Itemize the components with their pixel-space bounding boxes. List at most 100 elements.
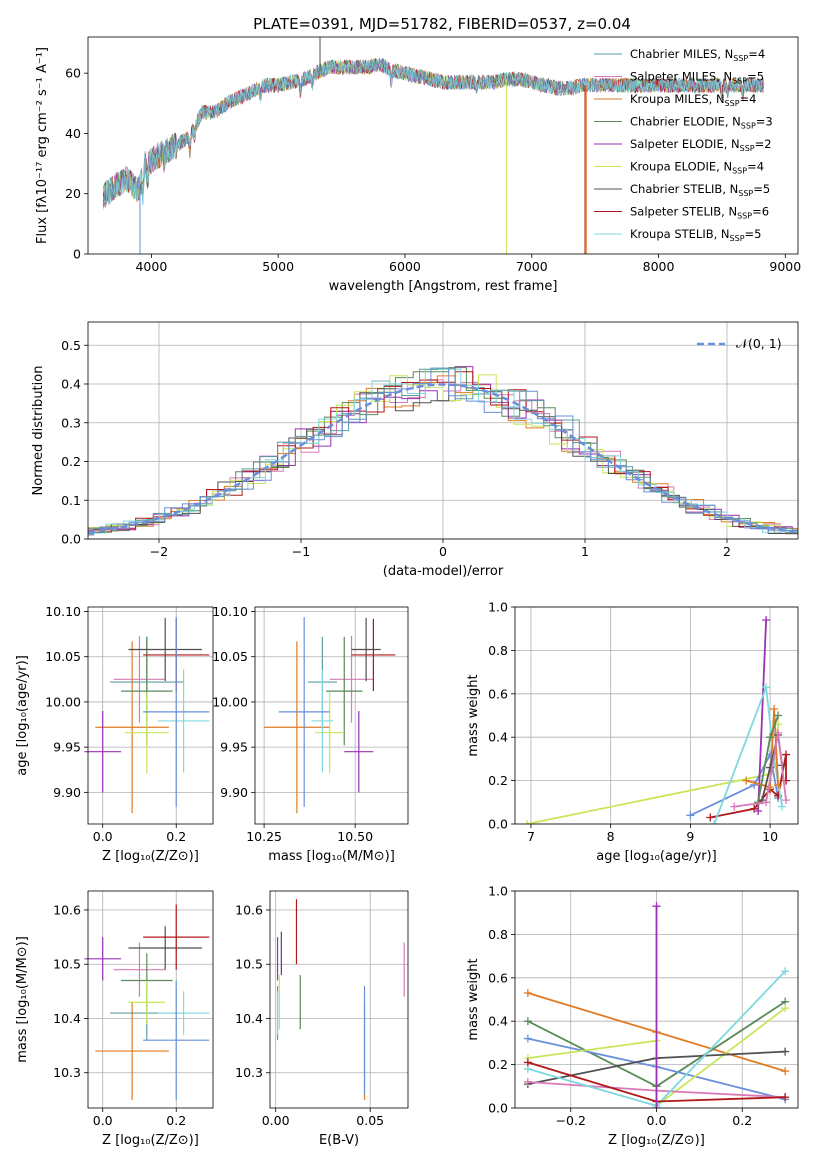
weight-marker [774, 728, 783, 737]
weight-marker [781, 1047, 790, 1056]
y-tick-label: 0 [73, 247, 81, 262]
errorbar-point [84, 710, 122, 793]
weight-series-line [526, 724, 779, 824]
weight-vs-age-frame: 7 8 9 10 0.0 0.2 0.4 0.6 0.8 1.0 age [log₁₀(age/yr… [466, 600, 799, 864]
legend-label: Kroupa ELODIE, NSSP=4 [630, 160, 764, 176]
y-axis-label: Flux [fλ10⁻¹⁷ erg cm⁻² s⁻¹ A⁻¹] [35, 47, 50, 244]
y-tick-label: 9.95 [53, 740, 81, 755]
errorbar-point [128, 926, 202, 970]
y-tick-label: 9.90 [220, 785, 248, 800]
x-tick-label: 4000 [135, 259, 167, 274]
y-tick-label: 10.6 [235, 902, 263, 917]
x-axis-label: Z [log₁₀(Z/Z⊙)] [608, 1133, 705, 1148]
weight-marker [754, 806, 763, 815]
y-tick-label: 60 [65, 66, 81, 81]
weight-marker [523, 1058, 532, 1067]
y-tick-label: 20 [65, 186, 81, 201]
weight-marker [706, 813, 715, 822]
errorbar-point [143, 904, 210, 970]
weight-marker [782, 796, 791, 805]
axes-frame [254, 606, 409, 825]
x-tick-label: 8 [607, 829, 615, 844]
y-tick-label: 0.6 [488, 686, 508, 701]
y-tick-label: 0.3 [61, 415, 81, 430]
mass-vs-z-frame: 0.0 0.2 10.3 10.4 10.5 10.6 Z [log₁₀(Z/Z⊙)] mas… [15, 890, 214, 1148]
y-tick-label: 10.10 [212, 604, 248, 619]
y-tick-label: 0.0 [488, 817, 508, 832]
y-tick-label: 10.00 [45, 694, 81, 709]
errorbar-point [95, 641, 169, 814]
spectrum-series [102, 57, 764, 205]
spectrum-plot [102, 37, 764, 254]
x-axis-label: Z [log₁₀(Z/Z⊙)] [102, 1133, 199, 1148]
x-tick-label: 5000 [262, 259, 294, 274]
legend-label: Kroupa MILES, NSSP=4 [630, 92, 756, 108]
y-tick-label: 0.2 [61, 454, 81, 469]
x-tick-label: 0.2 [166, 829, 186, 844]
weight-series-line [710, 754, 787, 819]
errorbar-point [143, 980, 210, 1100]
residuals-legend: 𝒩(0, 1) [697, 336, 782, 351]
legend-label: Chabrier ELODIE, NSSP=3 [630, 115, 773, 131]
x-tick-label: 9 [686, 829, 694, 844]
residuals-plot [88, 366, 798, 537]
age-vs-z-axes [88, 607, 213, 824]
errorbar-point [278, 616, 330, 807]
mass-vs-z-points [84, 904, 210, 1100]
weight-marker [766, 733, 775, 742]
errorbar-point [351, 617, 381, 682]
age-vs-mass-frame: 10.25 10.50 9.90 9.95 10.00 10.05 10.10 mass [l… [212, 604, 409, 864]
x-tick-label: 0 [439, 544, 447, 559]
weight-marker [762, 798, 771, 807]
errorbar-point [95, 1002, 169, 1100]
weight-marker [762, 616, 771, 625]
legend-label: Salpeter ELODIE, NSSP=2 [630, 137, 772, 153]
axes-frame [269, 890, 409, 1109]
weight-marker [781, 1093, 790, 1102]
legend-label: Kroupa STELIB, NSSP=5 [630, 227, 761, 243]
spectrum-series [102, 58, 764, 206]
y-tick-label: 0.4 [488, 730, 508, 745]
figure-title: PLATE=0391, MJD=51782, FIBERID=0537, z=0… [253, 15, 631, 33]
residuals-frame: −2 −1 0 1 2 0.0 0.1 0.2 0.3 0.4 0.5 (data-model)/er… [31, 321, 799, 579]
mass-vs-ebv-frame: 0.00 0.05 10.3 10.4 10.5 10.6 E(B-V) [235, 890, 409, 1148]
errorbar-point [157, 991, 210, 1035]
spectrum-frame: 4000 5000 6000 7000 8000 9000 0 20 40 60 wavelengt… [35, 36, 801, 294]
x-tick-label: 8000 [643, 259, 675, 274]
x-tick-label: 0.0 [93, 829, 113, 844]
weight-marker [781, 967, 790, 976]
weight-marker [774, 711, 783, 720]
age-vs-z-frame: 0.0 0.2 9.90 9.95 10.00 10.05 10.10 Z [log₁₀(Z/… [15, 604, 214, 864]
x-tick-label: 0.0 [647, 1113, 667, 1128]
weight-series-line [690, 751, 779, 817]
y-tick-label: 10.6 [53, 902, 81, 917]
x-tick-label: 0.0 [93, 1113, 113, 1128]
y-axis-label: mass weight [466, 674, 481, 756]
y-axis-label: age [log₁₀(age/yr)] [15, 655, 30, 776]
weight-marker [781, 1067, 790, 1076]
errorbar-point [157, 669, 210, 773]
x-tick-label: −1 [292, 544, 310, 559]
y-tick-label: 0.5 [61, 338, 81, 353]
histogram-series [88, 367, 798, 534]
x-tick-label: 0.00 [262, 1113, 290, 1128]
errorbar-point [113, 942, 166, 997]
age-vs-mass-axes [255, 607, 408, 824]
x-tick-label: 10.25 [246, 829, 282, 844]
axes-frame [87, 36, 799, 255]
reference-normal-curve [88, 383, 798, 534]
axes-frame [514, 606, 799, 825]
y-axis-label: Normed distribution [31, 366, 46, 496]
x-tick-label: 1 [581, 544, 589, 559]
x-tick-label: 0.05 [356, 1113, 384, 1128]
weight-marker [762, 683, 771, 692]
errorbar-point [128, 617, 202, 682]
weight-marker [523, 1034, 532, 1043]
y-tick-label: 10.3 [53, 1065, 81, 1080]
x-tick-label: 9000 [769, 259, 801, 274]
x-axis-label: age [log₁₀(age/yr)] [596, 849, 717, 864]
weight-marker [782, 750, 791, 759]
y-tick-label: 9.95 [220, 740, 248, 755]
x-tick-label: 0.2 [166, 1113, 186, 1128]
mass-vs-z-axes [88, 891, 213, 1108]
